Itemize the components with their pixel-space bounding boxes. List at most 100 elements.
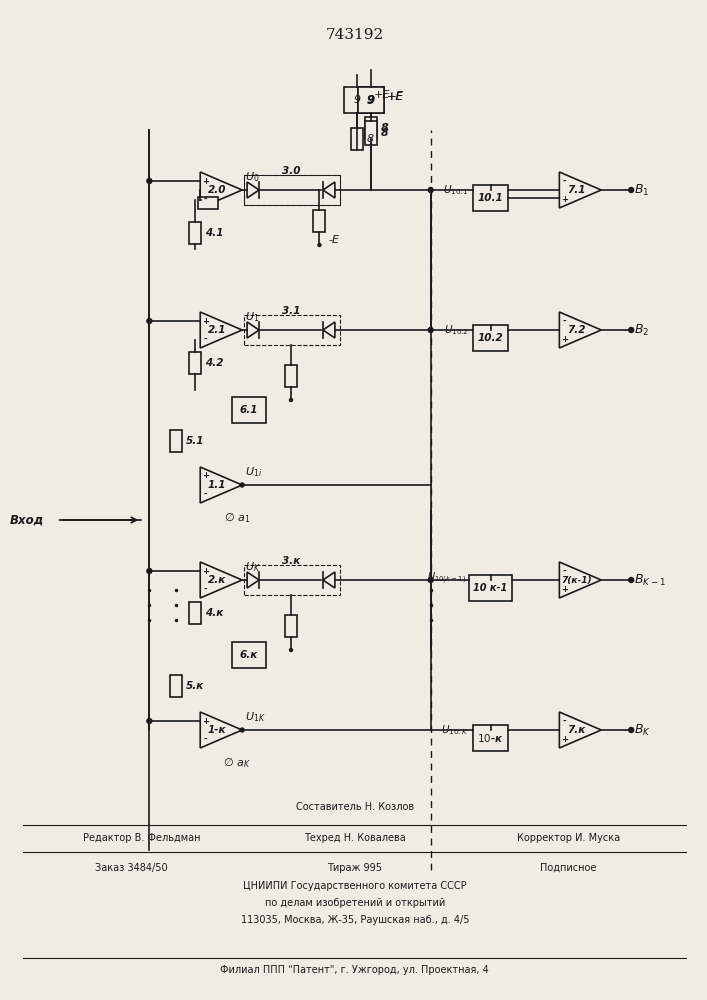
Text: 9: 9: [367, 94, 375, 106]
Bar: [358, 87, 384, 113]
Bar: [189, 222, 201, 244]
Text: +: +: [561, 334, 568, 344]
Bar: [365, 117, 377, 139]
Text: $\mathit{B_K}$: $\mathit{B_K}$: [634, 722, 651, 738]
Text: 5.1: 5.1: [186, 436, 205, 446]
Text: Редактор В. Фельдман: Редактор В. Фельдман: [83, 833, 200, 843]
Bar: [351, 128, 363, 150]
Text: $U_0$: $U_0$: [245, 170, 259, 184]
Text: -: -: [204, 584, 207, 593]
Text: +: +: [201, 566, 209, 576]
Text: $10$-к: $10$-к: [477, 732, 504, 744]
Circle shape: [428, 328, 433, 332]
Text: -: -: [563, 316, 566, 326]
Bar: [244, 175, 340, 205]
Bar: [198, 197, 218, 209]
Text: по делам изобретений и открытий: по делам изобретений и открытий: [264, 898, 445, 908]
Text: -: -: [563, 716, 566, 726]
Bar: [244, 175, 340, 205]
Circle shape: [147, 178, 152, 184]
Text: 7.к: 7.к: [567, 725, 585, 735]
Text: $U_{10.2}$: $U_{10.2}$: [444, 323, 469, 337]
Text: 7.2: 7.2: [567, 325, 585, 335]
Text: -: -: [204, 334, 207, 344]
Text: 2.0: 2.0: [208, 185, 226, 195]
Text: $\varnothing\ a_1$: $\varnothing\ a_1$: [224, 511, 250, 525]
Text: -E: -E: [329, 235, 339, 245]
Text: +: +: [561, 734, 568, 744]
Text: 7(к-1): 7(к-1): [561, 576, 592, 584]
Text: 3.1: 3.1: [282, 306, 300, 316]
Bar: [170, 675, 182, 697]
Text: +: +: [201, 176, 209, 186]
Text: +: +: [201, 716, 209, 726]
Text: $U_{10.K}$: $U_{10.K}$: [440, 723, 469, 737]
Text: ЦНИИПИ Государственного комитета СССР: ЦНИИПИ Государственного комитета СССР: [243, 881, 467, 891]
Circle shape: [629, 188, 633, 192]
Text: 8: 8: [381, 128, 389, 138]
Text: +E: +E: [387, 90, 404, 103]
Text: Техред Н. Ковалева: Техред Н. Ковалева: [304, 833, 406, 843]
Bar: [189, 602, 201, 624]
Bar: [469, 575, 513, 601]
Text: +: +: [561, 584, 568, 593]
Text: $U_1$: $U_1$: [245, 310, 259, 324]
Text: -: -: [204, 194, 207, 204]
Bar: [232, 642, 266, 668]
Text: 743192: 743192: [326, 28, 384, 42]
Circle shape: [428, 578, 433, 582]
Text: 7.1: 7.1: [567, 185, 585, 195]
Bar: [344, 87, 370, 113]
Text: $U_{10(k-1)}$: $U_{10(k-1)}$: [428, 570, 467, 586]
Text: $U_{1K}$: $U_{1K}$: [245, 710, 266, 724]
Bar: [244, 565, 340, 595]
Text: 3.к: 3.к: [282, 556, 300, 566]
Text: 2.1: 2.1: [208, 325, 226, 335]
Text: 113035, Москва, Ж-35, Раушская наб., д. 4/5: 113035, Москва, Ж-35, Раушская наб., д. …: [240, 915, 469, 925]
Text: 4.к: 4.к: [205, 608, 223, 618]
Bar: [313, 210, 325, 232]
Circle shape: [629, 578, 633, 582]
Circle shape: [629, 728, 633, 732]
Circle shape: [147, 568, 152, 574]
Bar: [358, 87, 384, 113]
Text: +E: +E: [387, 92, 403, 102]
Text: $\mathit{B_{K-1}}$: $\mathit{B_{K-1}}$: [634, 572, 666, 588]
Bar: [170, 430, 182, 452]
Text: Заказ 3484/50: Заказ 3484/50: [95, 863, 168, 873]
Text: Филиал ППП "Патент", г. Ужгород, ул. Проектная, 4: Филиал ППП "Патент", г. Ужгород, ул. Про…: [221, 965, 489, 975]
Circle shape: [318, 243, 321, 246]
Text: 3.0: 3.0: [282, 166, 300, 176]
Text: Тираж 995: Тираж 995: [327, 863, 382, 873]
Text: $U_{1i}$: $U_{1i}$: [245, 465, 262, 479]
Bar: [189, 352, 201, 374]
Text: Вход: Вход: [9, 514, 44, 526]
Text: 2.к: 2.к: [208, 575, 226, 585]
Bar: [365, 121, 377, 145]
Text: 10.2: 10.2: [478, 333, 503, 343]
Text: 10.1: 10.1: [478, 193, 503, 203]
Circle shape: [289, 648, 293, 652]
Text: 6.1: 6.1: [240, 405, 258, 415]
Text: Подписное: Подписное: [540, 863, 597, 873]
Text: +: +: [561, 194, 568, 204]
Text: 8: 8: [381, 123, 389, 133]
Text: 9: 9: [354, 95, 361, 105]
Text: -: -: [204, 734, 207, 744]
Text: 9: 9: [367, 95, 375, 105]
Text: 8: 8: [367, 134, 374, 144]
Bar: [472, 325, 508, 351]
Bar: [244, 315, 340, 345]
Bar: [285, 365, 297, 387]
Text: +E: +E: [374, 90, 390, 100]
Text: $\mathit{B_1}$: $\mathit{B_1}$: [634, 182, 650, 198]
Text: 6.к: 6.к: [240, 650, 258, 660]
Bar: [232, 397, 266, 423]
Text: +: +: [201, 472, 209, 481]
Text: $U_K$: $U_K$: [245, 560, 261, 574]
Circle shape: [240, 483, 244, 487]
Text: 4.2: 4.2: [205, 358, 223, 368]
Bar: [472, 725, 508, 751]
Text: Составитель Н. Козлов: Составитель Н. Козлов: [296, 802, 414, 812]
Text: $\mathit{B_2}$: $\mathit{B_2}$: [634, 322, 649, 338]
